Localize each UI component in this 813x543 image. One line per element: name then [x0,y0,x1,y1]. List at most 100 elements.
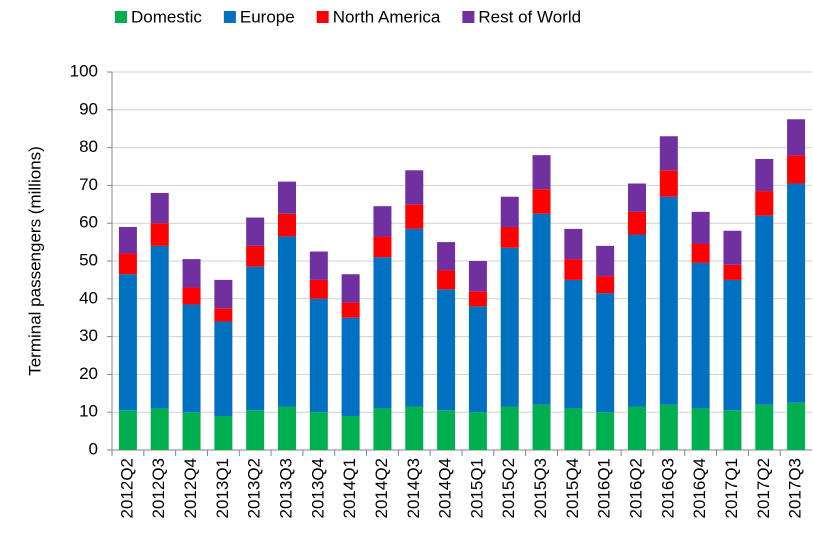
bar-segment [246,410,265,450]
x-tick-label: 2016Q1 [595,458,614,519]
bar-segment [246,266,265,411]
bar-segment [691,243,710,263]
bar-segment [309,279,328,299]
bar-segment [532,155,551,190]
bar-segment [341,317,360,416]
x-tick-label: 2013Q1 [213,458,232,519]
bar-segment [564,408,583,450]
bar-segment [150,408,169,450]
bar-segment [437,410,456,450]
bar-segment [596,412,615,450]
bar-segment [278,181,296,214]
y-tick-label: 20 [79,364,98,383]
bar-segment [437,242,456,271]
bar-segment [564,259,583,280]
bar-segment [532,404,551,450]
y-tick-label: 10 [79,402,98,421]
y-tick-label: 40 [79,288,98,307]
bar-segment [118,226,137,254]
x-tick-label: 2017Q3 [786,458,805,519]
y-tick-label: 30 [79,326,98,345]
y-tick-label: 100 [70,61,98,80]
bar-segment [150,245,169,409]
x-tick-label: 2015Q2 [499,458,518,519]
bar-segment [373,236,392,258]
bar-segment [468,412,487,450]
bar-segment [628,183,646,212]
bar-segment [468,291,487,307]
bar-segment [341,302,360,318]
bar-segment [150,192,169,224]
legend-swatch [316,11,329,23]
x-tick-label: 2017Q2 [754,458,773,519]
bar-segment [659,196,678,405]
x-tick-label: 2013Q4 [308,458,327,519]
bar-segment [596,245,615,277]
y-tick-label: 50 [79,250,98,269]
legend-swatch [115,11,127,23]
bar-segment [787,402,806,450]
bar-segment [532,213,551,405]
bar-segment [787,183,806,403]
bar-segment [596,293,615,413]
bar-segment [755,191,774,216]
bar-segment [405,170,424,205]
bar-segment [468,306,487,413]
x-tick-label: 2013Q2 [245,458,264,519]
bar-segment [787,119,806,156]
bar-segment [500,226,519,248]
bar-segment [278,236,296,407]
bar-segment [500,406,519,450]
bar-segment [659,136,678,171]
x-tick-label: 2015Q4 [563,458,582,519]
bar-segment [468,261,487,292]
bar-segment [437,289,456,411]
bar-segment [405,406,424,450]
x-tick-label: 2014Q3 [404,458,423,519]
bar-segment [182,304,201,413]
x-tick-label: 2014Q4 [436,458,455,519]
legend-swatch [223,11,236,23]
legend-label: North America [333,7,441,26]
bar-segment [118,274,137,411]
y-tick-label: 0 [89,439,98,458]
legend-label: Europe [240,7,295,26]
bar-segment [755,158,774,192]
x-tick-label: 2014Q2 [372,458,391,519]
x-tick-label: 2013Q3 [276,458,295,519]
bar-segment [278,406,296,450]
x-tick-label: 2012Q4 [181,458,200,519]
bar-segment [723,230,742,265]
bar-segment [755,215,774,405]
bar-segment [309,251,328,280]
x-tick-label: 2015Q1 [467,458,486,519]
bar-segment [373,206,392,237]
x-tick-label: 2016Q2 [626,458,645,519]
bar-segment [214,321,233,416]
y-tick-label: 70 [79,175,98,194]
x-tick-label: 2016Q4 [690,458,709,519]
bar-segment [659,170,678,197]
x-tick-label: 2012Q2 [117,458,136,519]
bar-segment [596,276,615,294]
bar-segment [755,404,774,450]
bar-segment [182,412,201,450]
x-tick-label: 2016Q3 [658,458,677,519]
bar-segment [214,279,233,309]
bar-segment [500,196,519,227]
bar-segment [182,259,201,288]
bar-segment [500,247,519,407]
bar-segment [564,228,583,260]
bar-segment [373,257,392,409]
legend-label: Domestic [131,7,202,26]
bar-segment [246,245,265,267]
bar-segment [787,155,806,184]
bar-segment [341,274,360,303]
bar-segment [532,189,551,214]
bar-segment [214,415,233,450]
x-tick-label: 2014Q1 [340,458,359,519]
bar-segment [628,211,646,235]
bar-segment [405,228,424,407]
bar-segment [723,410,742,450]
